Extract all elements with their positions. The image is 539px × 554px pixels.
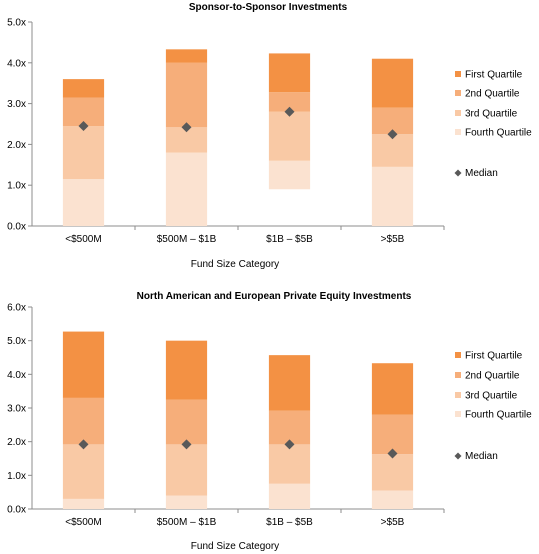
bar-segment-fourth-quartile [62, 179, 105, 226]
y-tick-label: 3.0x [7, 99, 26, 110]
legend: First Quartile 2nd Quartile 3rd Quartile Fo… [454, 351, 532, 462]
y-tick-label: 1.0x [7, 181, 26, 192]
legend-label: 2nd Quartile [465, 371, 520, 382]
bar-segment-3rd-quartile [165, 444, 208, 496]
plot-area: 0.0x 1.0x 2.0x 3.0x 4.0x 5.0x <$500M $500M – $1… [7, 18, 445, 245]
legend-swatch [455, 110, 461, 116]
bar-segment-3rd-quartile [268, 444, 311, 484]
bar-segment-3rd-quartile [268, 111, 311, 161]
y-tick-label: 2.0x [7, 437, 26, 448]
chart-title: North American and European Private Equi… [137, 291, 412, 302]
x-tick-label: >$5B [381, 234, 405, 245]
x-tick-label: $500M – $1B [157, 517, 217, 528]
bar-segment-first-quartile [165, 340, 208, 400]
y-tick-label: 5.0x [7, 336, 26, 347]
median-point [387, 129, 398, 140]
y-tick-label: 4.0x [7, 58, 26, 69]
legend-swatch [455, 90, 461, 96]
bar-segment-2nd-quartile [268, 92, 311, 112]
legend-swatch [455, 71, 461, 77]
x-tick-label: $500M – $1B [157, 234, 217, 245]
bar-segment-2nd-quartile [62, 397, 105, 445]
bar-segment-first-quartile [268, 355, 311, 411]
bar-segment-fourth-quartile [165, 152, 208, 226]
bar-segment-fourth-quartile [371, 490, 414, 509]
legend-swatch [455, 129, 461, 135]
y-tick-label: 5.0x [7, 18, 26, 29]
legend-swatch [455, 392, 461, 398]
y-tick-label: 3.0x [7, 404, 26, 415]
bar-segment-first-quartile [268, 53, 311, 93]
legend-swatch [455, 372, 461, 378]
legend-label: 3rd Quartile [465, 109, 518, 120]
legend: First Quartile 2nd Quartile 3rd Quartile Fo… [454, 70, 532, 179]
x-tick-label: $1B – $5B [266, 517, 313, 528]
chart-na-eu-private-equity: North American and European Private Equi… [7, 291, 532, 552]
bar-segment-2nd-quartile [165, 399, 208, 445]
x-axis-label: Fund Size Category [191, 541, 279, 552]
y-tick-label: 1.0x [7, 471, 26, 482]
legend-label: First Quartile [465, 70, 523, 81]
y-tick-label: 4.0x [7, 370, 26, 381]
x-tick-label: >$5B [381, 517, 405, 528]
median-point [284, 106, 295, 117]
bar-segment-fourth-quartile [268, 483, 311, 509]
median-point [181, 439, 192, 450]
x-axis-label: Fund Size Category [191, 259, 279, 270]
bar-segment-3rd-quartile [62, 126, 105, 180]
legend-median-swatch [454, 452, 462, 460]
median-point [181, 122, 192, 133]
bar-segment-fourth-quartile [268, 160, 311, 190]
y-tick-label: 6.0x [7, 303, 26, 314]
chart-title: Sponsor-to-Sponsor Investments [189, 2, 348, 13]
median-point [284, 439, 295, 450]
median-point [78, 439, 89, 450]
bar-segment-fourth-quartile [165, 495, 208, 509]
legend-label: Fourth Quartile [465, 128, 532, 139]
legend-label: Median [465, 451, 498, 462]
x-tick-label: <$500M [65, 234, 101, 245]
bar-segment-2nd-quartile [371, 414, 414, 455]
legend-swatch [455, 411, 461, 417]
bar-segment-first-quartile [62, 79, 105, 98]
bar-segment-first-quartile [165, 49, 208, 63]
x-tick-label: <$500M [65, 517, 101, 528]
bar-segment-fourth-quartile [371, 166, 414, 226]
legend-label: 3rd Quartile [465, 391, 518, 402]
bar-segment-3rd-quartile [62, 444, 105, 499]
legend-label: Fourth Quartile [465, 410, 532, 421]
y-tick-label: 0.0x [7, 505, 26, 516]
plot-area: 0.0x 1.0x 2.0x 3.0x 4.0x 5.0x 6.0x <$500M $500M … [7, 303, 445, 528]
legend-label: First Quartile [465, 351, 523, 362]
bar-segment-fourth-quartile [62, 498, 105, 509]
bar-segment-2nd-quartile [165, 62, 208, 128]
chart-sponsor-to-sponsor: Sponsor-to-Sponsor Investments 0.0x 1.0x 2… [7, 2, 532, 270]
y-tick-label: 2.0x [7, 140, 26, 151]
bar-segment-first-quartile [371, 363, 414, 415]
bar-segment-3rd-quartile [371, 134, 414, 167]
legend-label: 2nd Quartile [465, 89, 520, 100]
median-point [387, 448, 398, 459]
x-tick-label: $1B – $5B [266, 234, 313, 245]
legend-median-swatch [454, 169, 462, 177]
y-tick-label: 0.0x [7, 222, 26, 233]
bar-segment-first-quartile [371, 58, 414, 108]
median-point [78, 121, 89, 132]
legend-swatch [455, 352, 461, 358]
legend-label: Median [465, 168, 498, 179]
bar-segment-3rd-quartile [371, 454, 414, 491]
bar-segment-2nd-quartile [268, 410, 311, 445]
bar-segment-first-quartile [62, 331, 105, 398]
